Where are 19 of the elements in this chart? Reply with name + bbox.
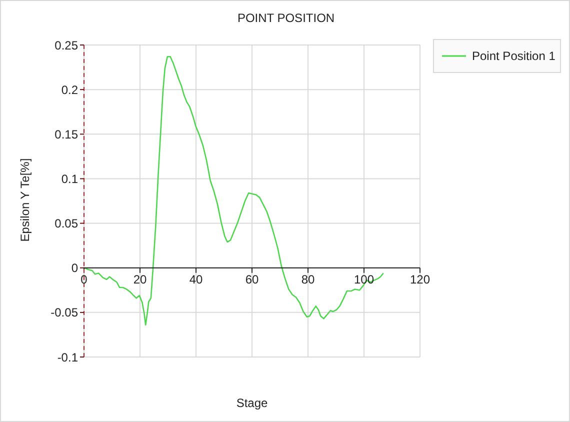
x-axis-title: Stage: [235, 396, 269, 410]
y-tick-label: -0.1: [57, 350, 78, 364]
y-tick-label: -0.05: [50, 306, 78, 320]
x-tick-label: 80: [301, 272, 315, 286]
y-tick-label: 0.1: [61, 172, 78, 186]
legend-label: Point Position 1: [472, 49, 556, 63]
x-tick-label: 0: [80, 272, 88, 286]
y-tick-label: 0: [71, 261, 78, 276]
y-tick-label: 0.2: [61, 82, 78, 97]
x-tick-label: 120: [410, 272, 430, 286]
y-tick-label: 0.15: [54, 127, 78, 142]
chart-title: POINT POSITION: [236, 11, 336, 25]
y-tick-label: 0.25: [54, 38, 78, 52]
x-tick-label: 40: [189, 272, 203, 286]
y-tick-label: 0.05: [54, 216, 78, 231]
x-tick-label: 60: [245, 272, 259, 286]
x-tick-label: 20: [133, 272, 147, 286]
y-axis-title: Epsilon Y Te[%]: [18, 157, 32, 244]
x-tick-label: 100: [354, 272, 374, 286]
